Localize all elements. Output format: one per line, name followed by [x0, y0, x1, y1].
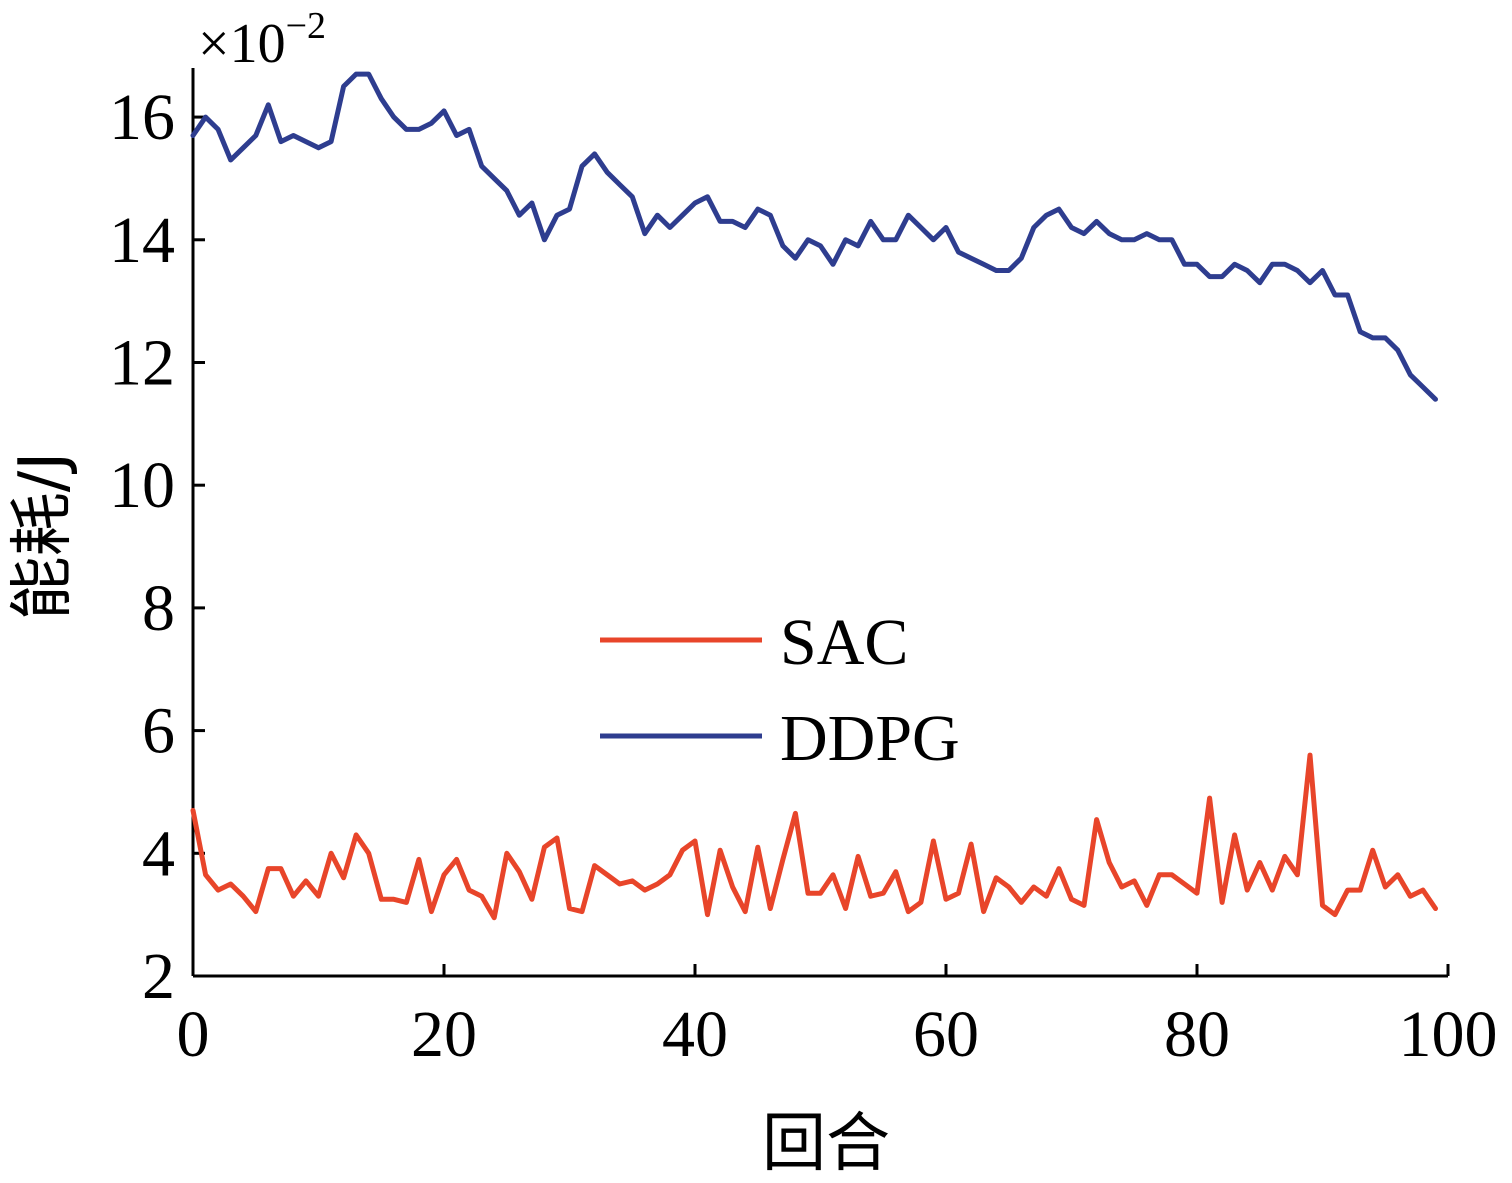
x-tick-label: 0	[177, 998, 210, 1071]
axes	[191, 68, 1448, 978]
x-tick-label: 40	[662, 998, 728, 1071]
y-ticks: 2 4 6 8 10 12 14 16	[109, 81, 205, 1013]
x-tick-label: 80	[1164, 998, 1230, 1071]
x-tick-label: 100	[1399, 998, 1498, 1071]
x-axis-title: 回合	[762, 1107, 890, 1181]
series-line-ddpg	[190, 71, 1438, 402]
y-tick-label: 16	[109, 81, 175, 154]
legend-label-sac: SAC	[780, 606, 908, 679]
y-tick-label: 6	[142, 695, 175, 768]
y-tick-label: 14	[109, 204, 175, 277]
series-lines	[190, 71, 1438, 921]
x-ticks: 0 20 40 60 80 100	[177, 964, 1498, 1071]
y-tick-label: 12	[109, 326, 175, 399]
y-multiplier: ×10−2	[198, 5, 326, 75]
y-tick-label: 2	[142, 940, 175, 1013]
y-multiplier-exponent: −2	[286, 5, 326, 47]
x-tick-label: 20	[411, 998, 477, 1071]
legend: SAC DDPG	[600, 606, 960, 775]
x-tick-label: 60	[913, 998, 979, 1071]
y-axis-title: 能耗/J	[6, 452, 80, 620]
series-line-sac	[190, 752, 1438, 921]
y-multiplier-base: ×10	[198, 13, 286, 75]
y-tick-label: 8	[142, 572, 175, 645]
y-tick-label: 10	[109, 449, 175, 522]
y-tick-label: 4	[142, 817, 175, 890]
legend-label-ddpg: DDPG	[780, 702, 960, 775]
